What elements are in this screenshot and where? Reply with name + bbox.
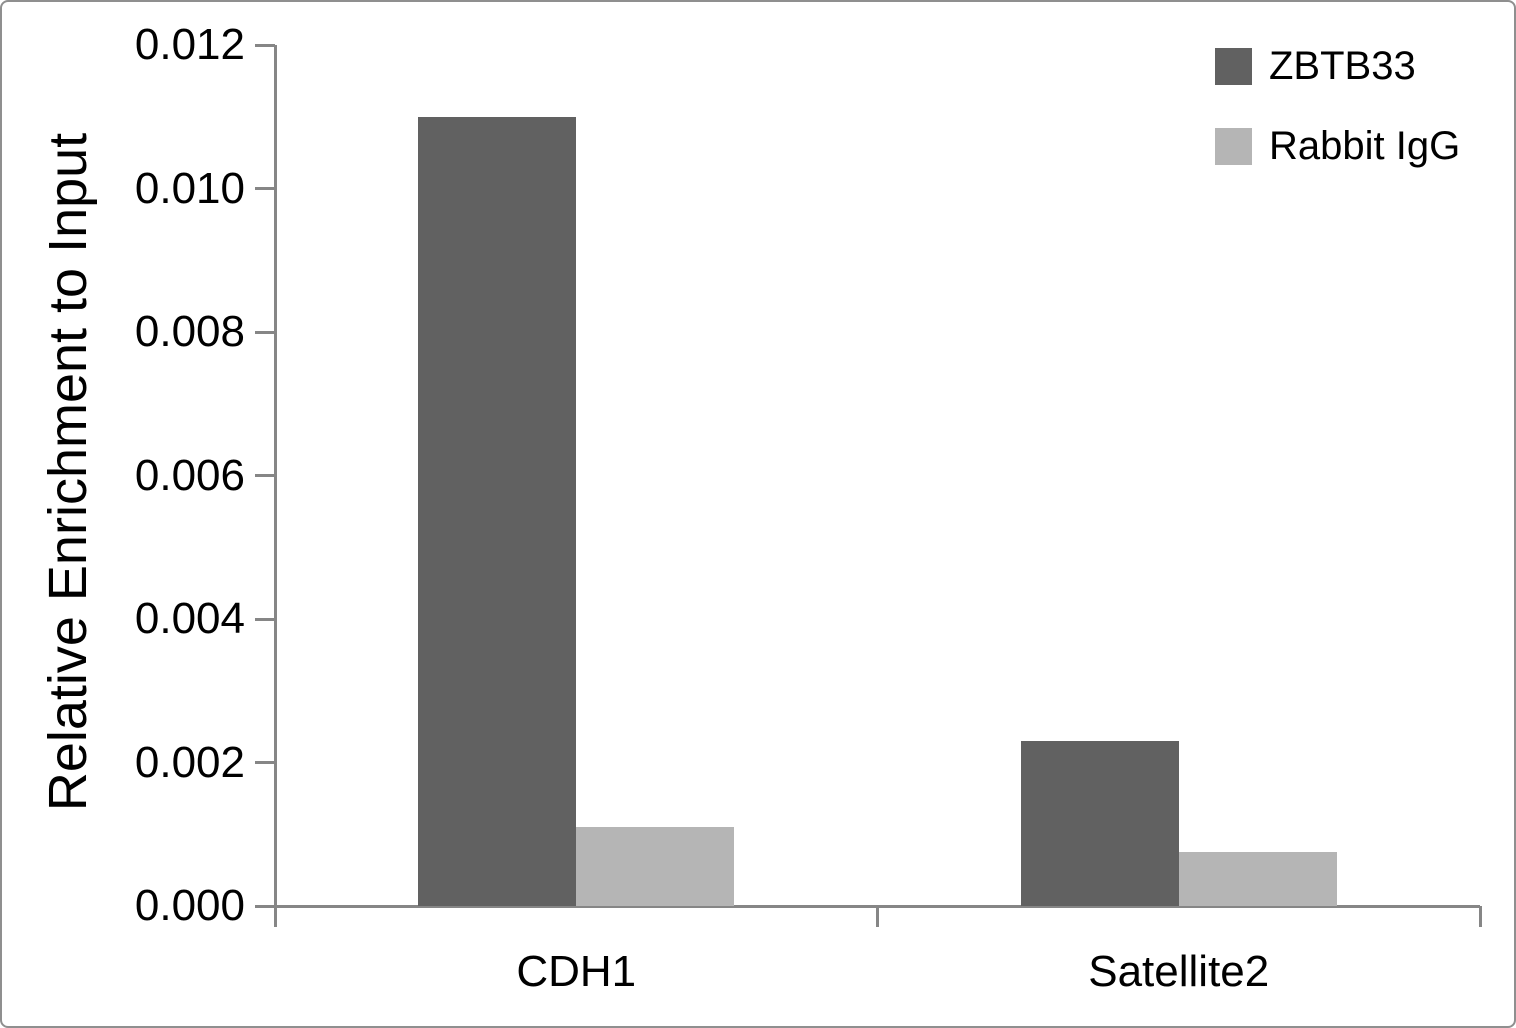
legend-label: ZBTB33: [1269, 44, 1416, 88]
y-tick: [255, 904, 275, 908]
y-tick: [255, 617, 275, 621]
bar-cdh1-zbtb33: [418, 116, 577, 906]
y-tick-label: 0.010: [134, 163, 245, 213]
bar-satellite2-rabbit-igg: [1178, 852, 1337, 906]
y-tick-label: 0.008: [134, 307, 245, 356]
legend: ZBTB33 Rabbit IgG: [1215, 46, 1460, 206]
x-tick: [1478, 906, 1482, 927]
bar-satellite2-zbtb33: [1020, 740, 1179, 906]
x-category-label: CDH1: [516, 947, 637, 996]
y-tick-label: 0.012: [134, 20, 245, 69]
y-tick: [255, 330, 275, 334]
y-tick-label: 0.000: [134, 881, 245, 930]
y-tick-label: 0.006: [134, 450, 245, 500]
y-tick-label: 0.002: [134, 737, 245, 787]
x-category-label: Satellite2: [1088, 947, 1270, 996]
x-tick: [876, 906, 879, 927]
y-tick-label: 0.004: [134, 594, 245, 643]
legend-item-zbtb33: ZBTB33: [1215, 46, 1460, 86]
y-tick: [255, 474, 275, 477]
bar-cdh1-rabbit-igg: [576, 827, 735, 906]
legend-label: Rabbit IgG: [1269, 124, 1461, 168]
legend-swatch-zbtb33: [1215, 47, 1252, 85]
y-tick: [255, 187, 275, 190]
legend-item-rabbit-igg: Rabbit IgG: [1215, 126, 1460, 166]
y-axis-line: [274, 45, 277, 927]
y-tick: [255, 43, 275, 47]
y-tick: [255, 761, 275, 764]
legend-swatch-rabbit-igg: [1215, 127, 1252, 165]
